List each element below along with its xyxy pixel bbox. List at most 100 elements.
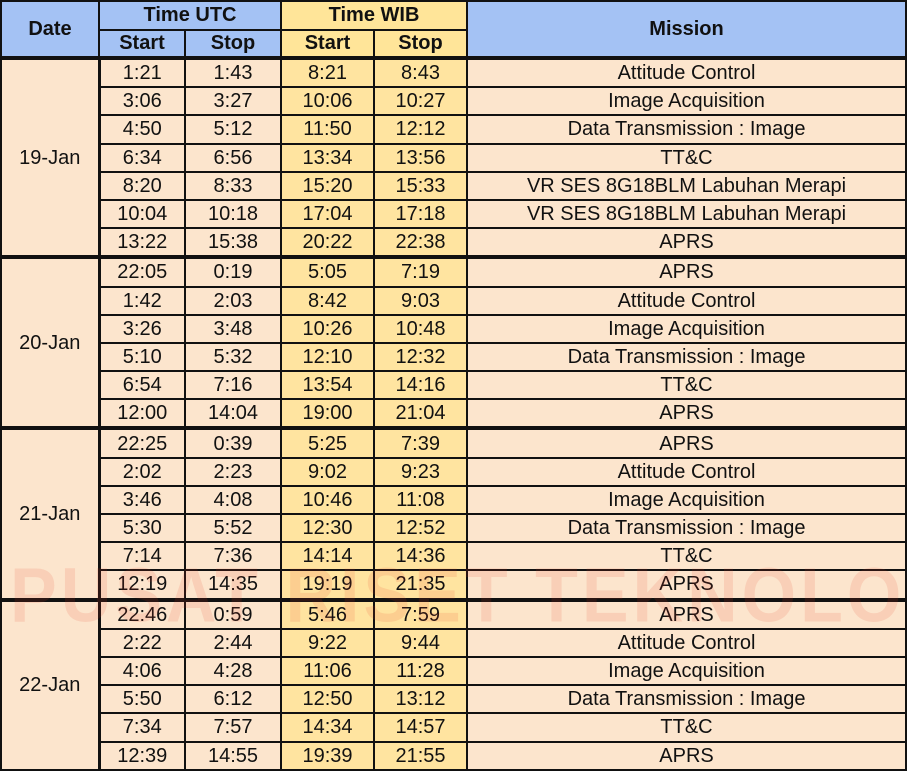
table-row: 12:39 14:55 19:39 21:55 APRS <box>1 740 907 771</box>
table-row: 12:00 14:04 19:00 21:04 APRS <box>1 398 907 430</box>
utc-stop-cell: 14:55 <box>183 740 283 771</box>
utc-stop-cell: 3:27 <box>183 86 283 117</box>
mission-cell: APRS <box>466 255 907 288</box>
wib-stop-cell: 15:33 <box>373 170 469 201</box>
mission-cell: APRS <box>466 398 907 430</box>
utc-start-cell: 22:46 <box>98 597 186 630</box>
table-row: 2:02 2:23 9:02 9:23 Attitude Control <box>1 456 907 487</box>
utc-start-cell: 2:02 <box>98 456 186 487</box>
utc-stop-cell: 5:32 <box>183 341 283 373</box>
utc-stop-cell: 0:59 <box>183 597 283 630</box>
utc-stop-cell: 5:52 <box>183 512 283 544</box>
utc-stop-cell: 4:28 <box>183 655 283 687</box>
utc-start-cell: 3:46 <box>98 484 186 516</box>
wib-stop-cell: 12:12 <box>373 114 469 145</box>
wib-stop-cell: 21:55 <box>373 740 469 771</box>
utc-start-cell: 5:10 <box>98 341 186 373</box>
wib-start-cell: 10:46 <box>280 484 376 516</box>
utc-start-cell: 12:00 <box>98 398 186 430</box>
utc-start-cell: 3:06 <box>98 86 186 117</box>
table-row: 7:14 7:36 14:14 14:36 TT&C <box>1 541 907 572</box>
wib-start-cell: 15:20 <box>280 170 376 201</box>
date-cell: 21-Jan <box>0 426 101 601</box>
utc-stop-cell: 2:44 <box>183 627 283 658</box>
mission-cell: APRS <box>466 597 907 630</box>
mission-cell: Image Acquisition <box>466 655 907 687</box>
wib-stop-cell: 21:04 <box>373 398 469 430</box>
utc-start-cell: 12:39 <box>98 740 186 771</box>
wib-stop-cell: 14:57 <box>373 712 469 743</box>
mission-cell: Image Acquisition <box>466 484 907 516</box>
table-row: 5:50 6:12 12:50 13:12 Data Transmission : Im… <box>1 684 907 715</box>
mission-cell: VR SES 8G18BLM Labuhan Merapi <box>466 198 907 230</box>
mission-cell: Attitude Control <box>466 285 907 316</box>
utc-stop-cell: 14:35 <box>183 569 283 601</box>
mission-cell: TT&C <box>466 370 907 401</box>
utc-stop-cell: 6:12 <box>183 684 283 715</box>
header-utc-stop: Stop <box>183 29 283 59</box>
utc-start-cell: 12:19 <box>98 569 186 601</box>
table-row: 12:19 14:35 19:19 21:35 APRS <box>1 569 907 601</box>
wib-start-cell: 14:34 <box>280 712 376 743</box>
mission-cell: Data Transmission : Image <box>466 512 907 544</box>
table-row: 6:54 7:16 13:54 14:16 TT&C <box>1 370 907 401</box>
mission-cell: APRS <box>466 569 907 601</box>
utc-start-cell: 6:54 <box>98 370 186 401</box>
header-wib-start: Start <box>280 29 376 59</box>
table-row: 3:26 3:48 10:26 10:48 Image Acquisition <box>1 313 907 344</box>
utc-start-cell: 6:34 <box>98 142 186 173</box>
mission-cell: TT&C <box>466 541 907 572</box>
wib-start-cell: 13:54 <box>280 370 376 401</box>
wib-start-cell: 19:39 <box>280 740 376 771</box>
wib-start-cell: 19:00 <box>280 398 376 430</box>
wib-stop-cell: 9:23 <box>373 456 469 487</box>
header-wib-stop: Stop <box>373 29 469 59</box>
utc-start-cell: 22:05 <box>98 255 186 288</box>
wib-start-cell: 11:50 <box>280 114 376 145</box>
utc-stop-cell: 0:39 <box>183 426 283 459</box>
wib-start-cell: 9:22 <box>280 627 376 658</box>
wib-start-cell: 12:10 <box>280 341 376 373</box>
mission-cell: Image Acquisition <box>466 86 907 117</box>
utc-start-cell: 3:26 <box>98 313 186 344</box>
table-row: 8:20 8:33 15:20 15:33 VR SES 8G18BLM Labuhan… <box>1 170 907 201</box>
utc-stop-cell: 2:23 <box>183 456 283 487</box>
wib-start-cell: 19:19 <box>280 569 376 601</box>
wib-start-cell: 8:21 <box>280 55 376 89</box>
utc-start-cell: 1:42 <box>98 285 186 316</box>
header-mission: Mission <box>466 0 907 59</box>
date-cell: 20-Jan <box>0 255 101 430</box>
utc-start-cell: 1:21 <box>98 55 186 89</box>
wib-stop-cell: 7:39 <box>373 426 469 459</box>
utc-stop-cell: 3:48 <box>183 313 283 344</box>
utc-start-cell: 13:22 <box>98 227 186 259</box>
wib-stop-cell: 10:48 <box>373 313 469 344</box>
wib-stop-cell: 22:38 <box>373 227 469 259</box>
utc-start-cell: 22:25 <box>98 426 186 459</box>
wib-start-cell: 14:14 <box>280 541 376 572</box>
table-row: 5:30 5:52 12:30 12:52 Data Transmission : Im… <box>1 512 907 544</box>
utc-start-cell: 5:50 <box>98 684 186 715</box>
header-time-utc: Time UTC <box>97 0 283 31</box>
table-row: 13:22 15:38 20:22 22:38 APRS <box>1 227 907 259</box>
header-date: Date <box>0 0 100 59</box>
utc-start-cell: 10:04 <box>98 198 186 230</box>
mission-cell: APRS <box>466 227 907 259</box>
utc-stop-cell: 1:43 <box>183 55 283 89</box>
wib-start-cell: 8:42 <box>280 285 376 316</box>
wib-start-cell: 9:02 <box>280 456 376 487</box>
utc-start-cell: 4:06 <box>98 655 186 687</box>
wib-start-cell: 20:22 <box>280 227 376 259</box>
wib-start-cell: 12:30 <box>280 512 376 544</box>
wib-stop-cell: 11:08 <box>373 484 469 516</box>
wib-stop-cell: 14:16 <box>373 370 469 401</box>
wib-start-cell: 10:26 <box>280 313 376 344</box>
wib-stop-cell: 8:43 <box>373 55 469 89</box>
wib-start-cell: 13:34 <box>280 142 376 173</box>
wib-stop-cell: 7:59 <box>373 597 469 630</box>
utc-start-cell: 7:34 <box>98 712 186 743</box>
wib-stop-cell: 7:19 <box>373 255 469 288</box>
utc-stop-cell: 2:03 <box>183 285 283 316</box>
wib-start-cell: 5:25 <box>280 426 376 459</box>
